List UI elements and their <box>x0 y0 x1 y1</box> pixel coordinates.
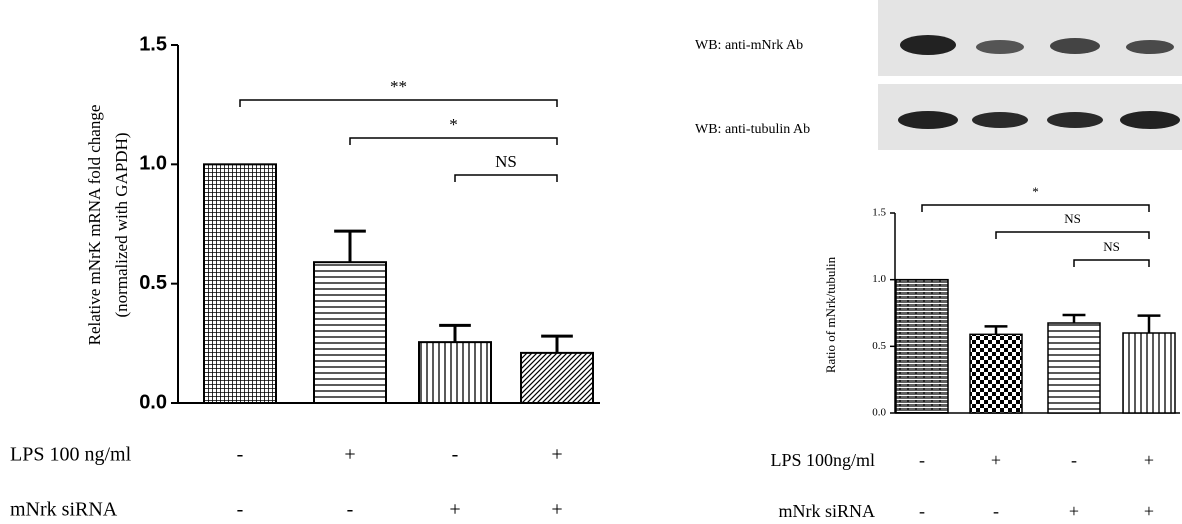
bar <box>1048 323 1100 413</box>
y-tick-label: 1.0 <box>872 273 886 285</box>
blot-label: WB: anti-mNrk Ab <box>695 38 803 53</box>
chart: 0.0 0.5 1.0 1.5 Relative mNrK mRNA fold chan… <box>10 33 600 520</box>
y-axis-title: Relative mNrK mRNA fold change <box>85 105 104 346</box>
significance-bracket <box>996 232 1149 239</box>
y-tick-label: 0.0 <box>872 407 886 419</box>
condition-sign: + <box>551 444 562 466</box>
y-tick-label: 0.5 <box>872 340 886 352</box>
y-tick-label: 1.5 <box>139 33 167 55</box>
significance-bracket <box>240 100 557 107</box>
condition-sign: - <box>347 499 354 521</box>
blot-band <box>976 40 1024 54</box>
blot-label: WB: anti-tubulin Ab <box>695 122 810 137</box>
condition-sign: + <box>344 444 355 466</box>
significance-label: NS <box>1103 239 1120 254</box>
significance-label: ** <box>390 77 407 96</box>
blot-band <box>898 111 958 129</box>
bar <box>970 334 1022 413</box>
condition-label: LPS 100 ng/ml <box>10 444 132 466</box>
significance-bracket <box>350 138 557 145</box>
significance-bracket <box>455 175 557 182</box>
condition-sign: - <box>919 450 925 470</box>
significance-label: NS <box>1064 211 1081 226</box>
blot-band <box>900 35 956 55</box>
condition-sign: - <box>919 501 925 521</box>
significance-bracket <box>922 205 1149 212</box>
y-axis-title: Ratio of mNrk/tubulin <box>823 256 838 373</box>
bar <box>314 262 386 403</box>
significance-label: * <box>1032 184 1039 199</box>
y-tick-label: 1.0 <box>139 153 167 175</box>
bar <box>521 353 593 403</box>
page: {"chart_data": [ {"type": "bar", "ylabel… <box>0 0 1182 524</box>
y-tick-label: 0.0 <box>139 391 167 413</box>
bar <box>419 342 491 403</box>
condition-sign: + <box>1144 450 1154 470</box>
condition-sign: + <box>991 450 1001 470</box>
significance-bracket <box>1074 260 1149 267</box>
y-tick-label: 1.5 <box>872 207 886 219</box>
y-tick-label: 0.5 <box>139 272 167 294</box>
blot-band <box>972 112 1028 128</box>
significance-label: NS <box>495 152 517 171</box>
western-blot: WB: anti-mNrk Ab WB: anti-tubulin Ab <box>695 0 1182 150</box>
condition-sign: + <box>551 499 562 521</box>
figure: WB: anti-mNrk Ab WB: anti-tubulin Ab 0.0… <box>0 0 1182 524</box>
condition-label: LPS 100ng/ml <box>770 450 875 470</box>
condition-sign: + <box>1069 501 1079 521</box>
condition-sign: - <box>452 444 459 466</box>
bar <box>896 280 948 413</box>
condition-label: mNrk siRNA <box>778 501 875 521</box>
condition-sign: - <box>993 501 999 521</box>
condition-sign: + <box>1144 501 1154 521</box>
significance-label: * <box>449 115 458 134</box>
blot-band <box>1126 40 1174 54</box>
bar <box>204 164 276 403</box>
bar <box>1123 333 1175 413</box>
condition-sign: - <box>237 499 244 521</box>
blot-band <box>1047 112 1103 128</box>
condition-sign: - <box>237 444 244 466</box>
chart: 0.0 0.5 1.0 1.5 Ratio of mNrk/tubulin * NS NS LP… <box>770 184 1180 521</box>
y-axis-title: (normalized with GAPDH) <box>112 132 131 317</box>
blot-band <box>1120 111 1180 129</box>
blot-band <box>1050 38 1100 54</box>
condition-label: mNrk siRNA <box>10 499 118 521</box>
condition-sign: - <box>1071 450 1077 470</box>
condition-sign: + <box>449 499 460 521</box>
